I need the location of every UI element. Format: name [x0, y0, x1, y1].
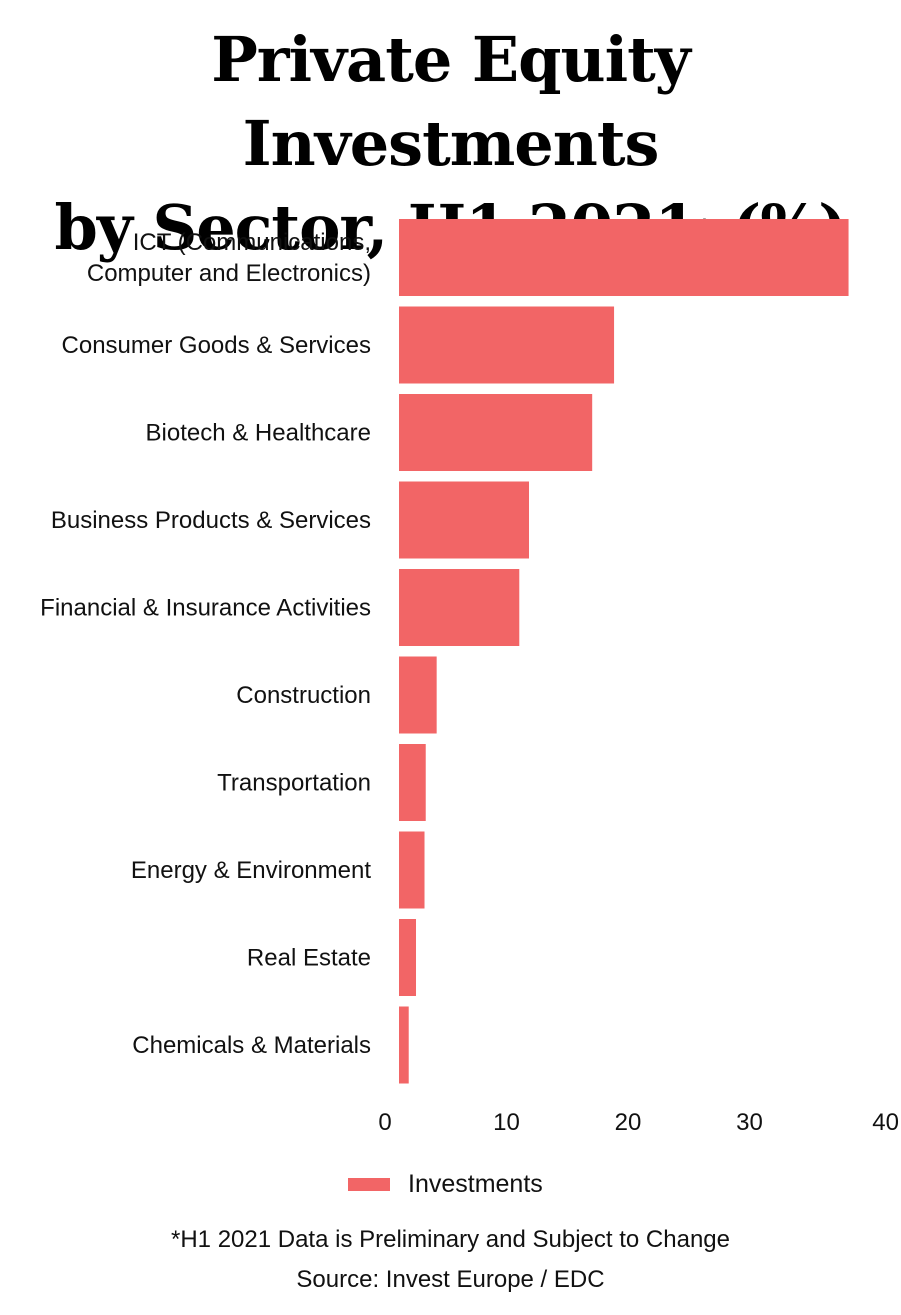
x-tick-label: 0	[378, 1109, 391, 1136]
category-label: Energy & Environment	[131, 857, 371, 884]
bar	[399, 656, 437, 734]
category-label: Computer and Electronics)	[87, 260, 371, 287]
bar	[399, 481, 530, 559]
category-label: Financial & Insurance Activities	[40, 595, 371, 622]
title-line-1: Private Equity Investments	[211, 23, 691, 180]
legend-swatch	[348, 1177, 390, 1191]
bar	[399, 831, 425, 909]
bar	[399, 744, 426, 821]
category-label: Chemicals & Materials	[132, 1032, 371, 1059]
bar	[399, 394, 593, 471]
legend-label: Investments	[408, 1169, 543, 1198]
category-label: Biotech & Healthcare	[146, 420, 371, 447]
bar	[399, 219, 849, 296]
legend: Investments	[348, 1168, 543, 1200]
category-label: Business Products & Services	[51, 507, 371, 534]
bar	[399, 306, 615, 384]
category-label: Transportation	[217, 770, 371, 797]
bar	[399, 919, 417, 996]
category-label: Construction	[236, 682, 371, 709]
x-tick-label: 10	[493, 1109, 520, 1136]
x-tick-label: 30	[736, 1109, 763, 1136]
source-note: Source: Invest Europe / EDC	[296, 1266, 605, 1293]
bar	[399, 1006, 409, 1084]
x-tick-label: 20	[615, 1109, 642, 1136]
bar	[399, 569, 520, 646]
footnote: *H1 2021 Data is Preliminary and Subject…	[171, 1226, 730, 1253]
category-label: Real Estate	[247, 945, 371, 972]
x-tick-label: 40	[872, 1109, 899, 1136]
category-label: Consumer Goods & Services	[62, 332, 371, 359]
category-label: ICT (Communications,	[133, 229, 371, 256]
